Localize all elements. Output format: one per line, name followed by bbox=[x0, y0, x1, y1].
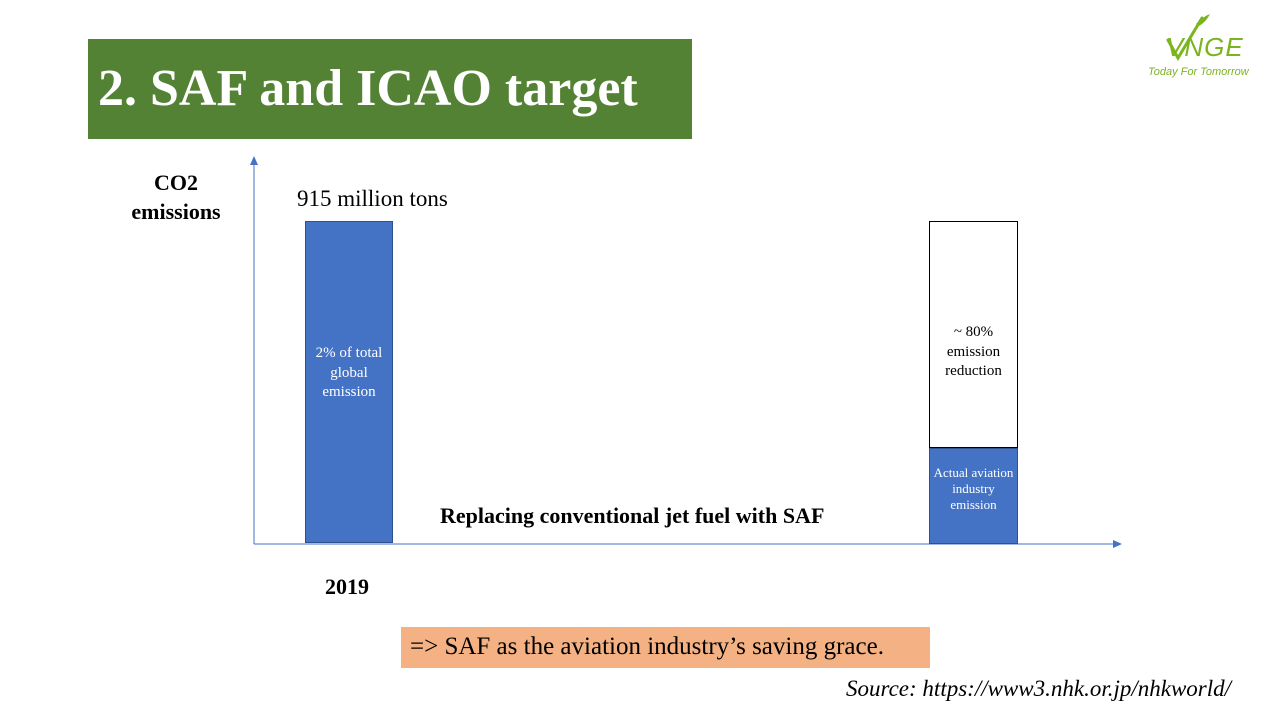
logo-tagline: Today For Tomorrow bbox=[1148, 66, 1249, 78]
logo: VNGE Today For Tomorrow bbox=[1144, 14, 1278, 82]
slide-title: 2. SAF and ICAO target bbox=[98, 60, 638, 117]
bar-target-actual-text: Actual aviation industry emission bbox=[933, 465, 1014, 512]
source-citation: Source: https://www3.nhk.or.jp/nhkworld/ bbox=[846, 676, 1232, 701]
logo-wordmark: VNGE bbox=[1166, 32, 1244, 62]
y-axis-label: CO2 emissions bbox=[131, 170, 221, 224]
bar-target-actual: Actual aviation industry emission bbox=[929, 448, 1018, 544]
x-tick-2019: 2019 bbox=[325, 574, 369, 599]
leaf-check-icon bbox=[1166, 14, 1210, 61]
middle-label: Replacing conventional jet fuel with SAF bbox=[440, 503, 825, 528]
title-bar: 2. SAF and ICAO target bbox=[88, 39, 692, 139]
bar-2019-text: 2% of total global emission bbox=[315, 345, 383, 400]
conclusion-box: => SAF as the aviation industry’s saving… bbox=[401, 627, 930, 668]
bar-target-reduction: ~ 80% emission reduction bbox=[929, 221, 1018, 448]
conclusion-text: => SAF as the aviation industry’s saving… bbox=[410, 633, 884, 660]
bar-2019: 2% of total global emission bbox=[305, 221, 393, 543]
bar-2019-value-label: 915 million tons bbox=[297, 186, 448, 211]
bar-target-reduction-text: ~ 80% emission reduction bbox=[945, 324, 1002, 379]
